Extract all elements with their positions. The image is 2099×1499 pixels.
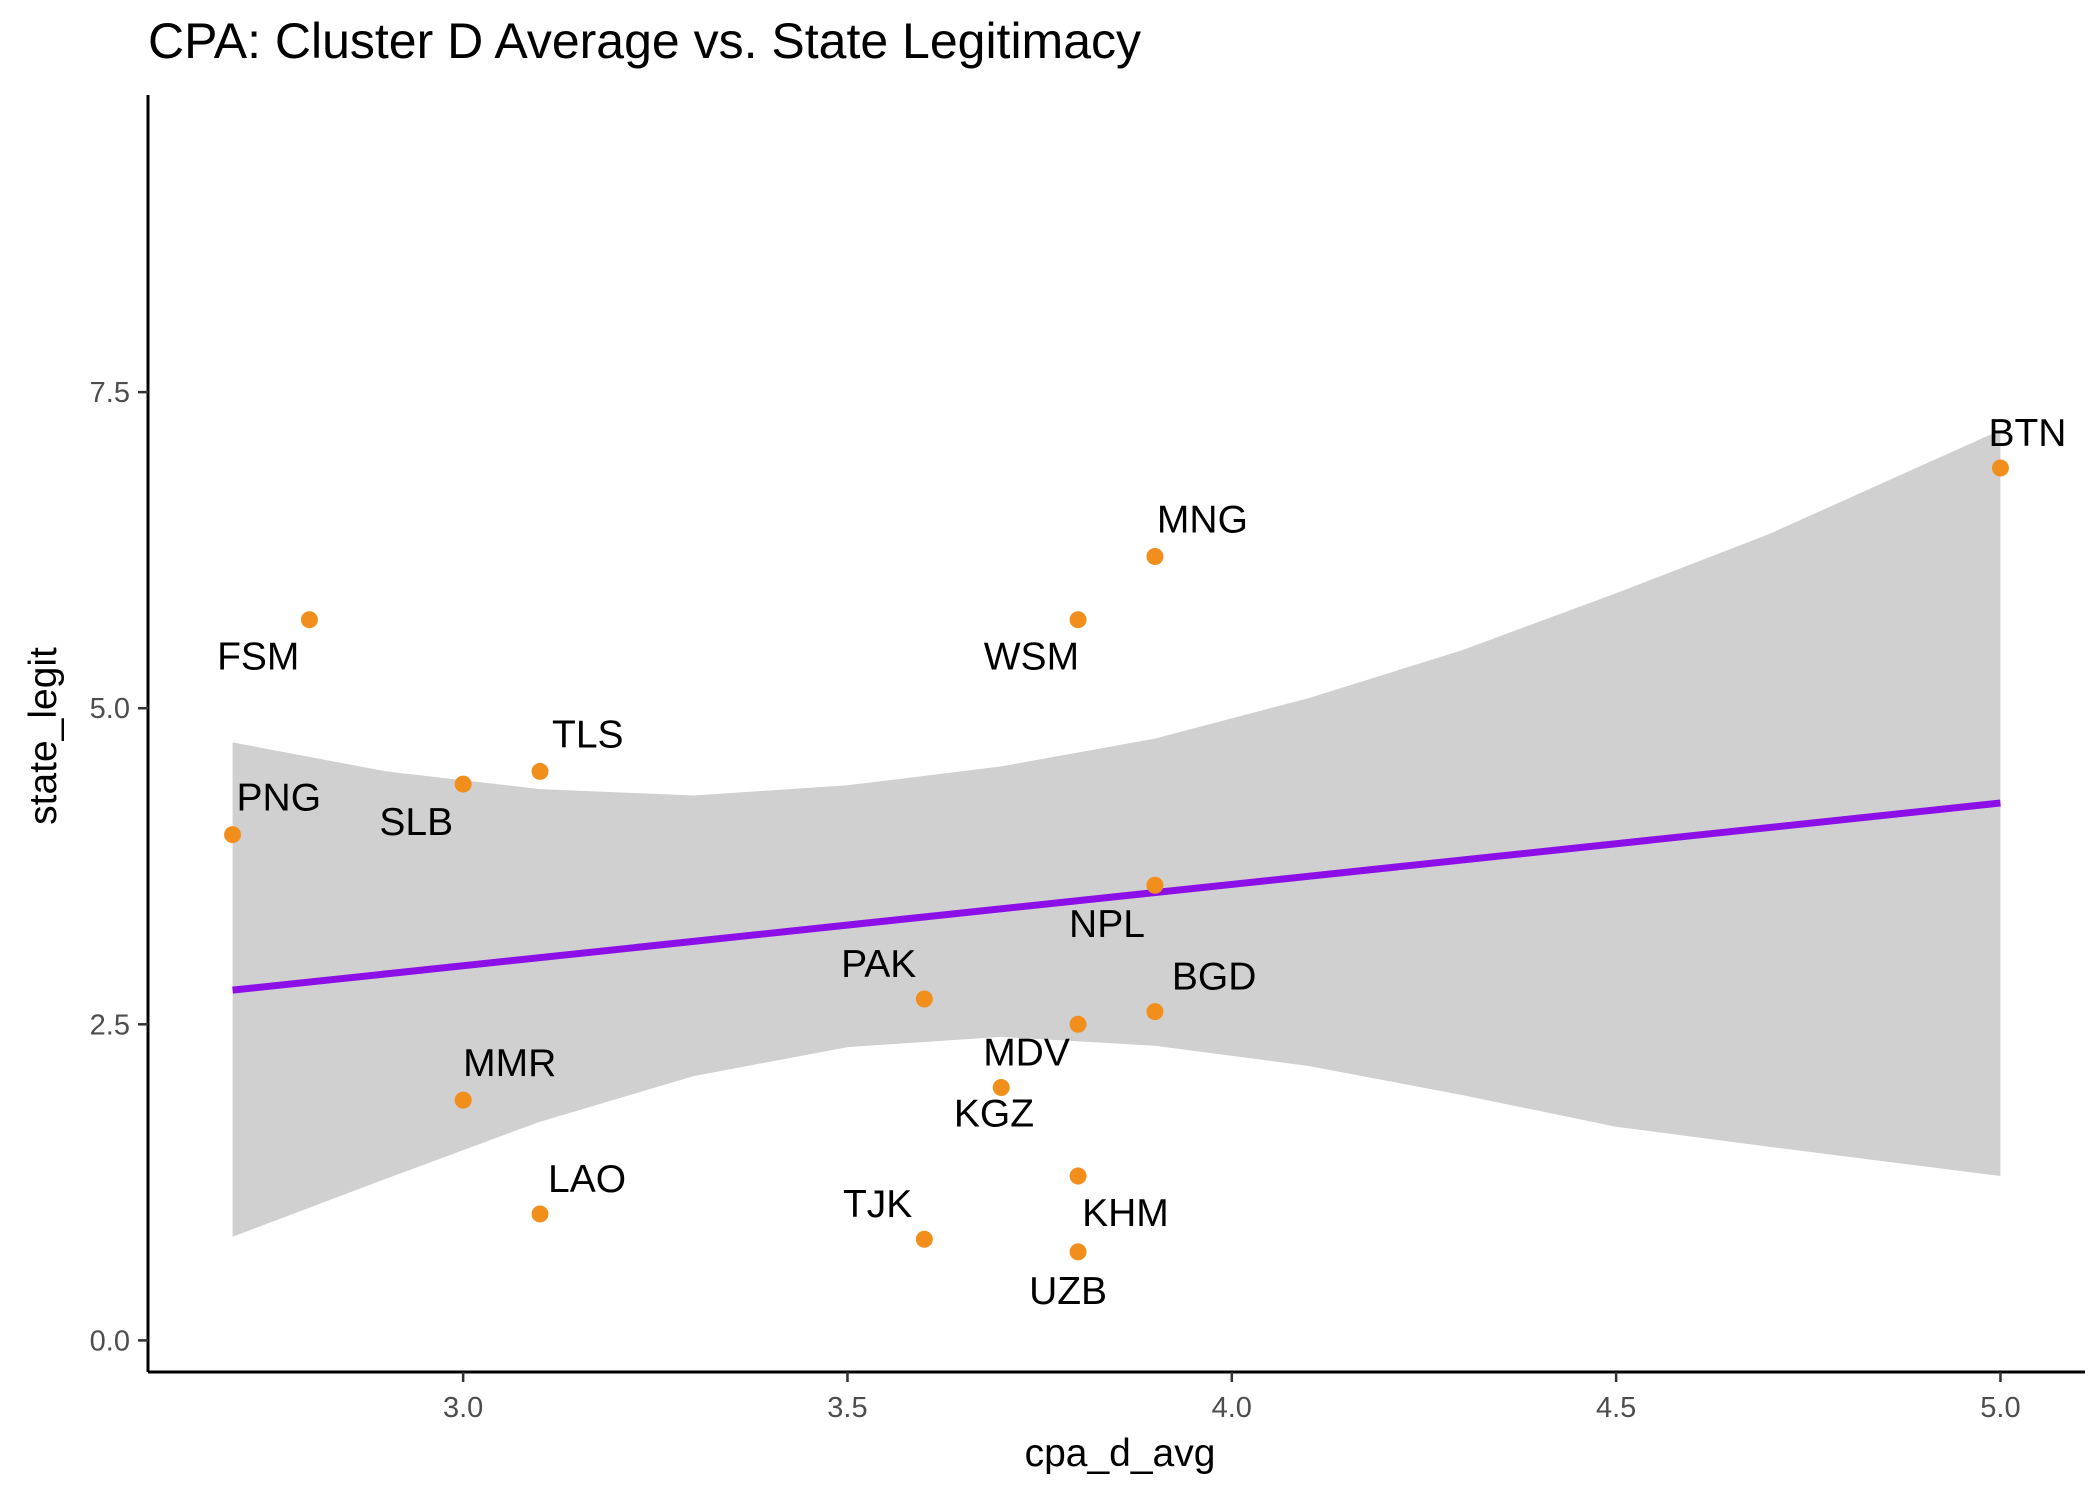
data-point-tjk: [915, 1230, 933, 1248]
x-tick-label: 3.0: [443, 1392, 483, 1424]
data-point-wsm: [1069, 611, 1087, 629]
point-label-khm: KHM: [1082, 1192, 1169, 1235]
point-label-mmr: MMR: [463, 1042, 556, 1085]
data-point-lao: [531, 1205, 549, 1223]
point-label-mdv: MDV: [983, 1032, 1070, 1075]
x-tick-label: 5.0: [1980, 1392, 2020, 1424]
point-label-lao: LAO: [548, 1158, 626, 1201]
point-label-mng: MNG: [1157, 498, 1248, 541]
point-label-uzb: UZB: [1029, 1270, 1107, 1313]
confidence-band-layer: [232, 430, 2001, 1237]
chart-title: CPA: Cluster D Average vs. State Legitim…: [148, 13, 1141, 69]
fit-line-layer: [232, 799, 2001, 994]
data-point-mng: [1146, 547, 1164, 565]
point-label-tls: TLS: [552, 713, 624, 756]
data-point-slb: [454, 775, 472, 793]
y-tick-label: 2.5: [90, 1009, 130, 1041]
data-point-uzb: [1069, 1243, 1087, 1261]
y-tick-label: 0.0: [90, 1325, 130, 1357]
data-point-pak: [915, 990, 933, 1008]
x-tick-label: 4.5: [1596, 1392, 1636, 1424]
point-label-pak: PAK: [841, 943, 916, 986]
data-point-btn: [1991, 459, 2009, 477]
point-label-npl: NPL: [1069, 903, 1145, 946]
point-label-wsm: WSM: [984, 636, 1079, 679]
data-point-png: [224, 826, 242, 844]
fit-line: [232, 799, 2001, 994]
point-label-png: PNG: [237, 777, 322, 820]
point-labels-layer: BTN MNG FSM WSM TLS SLB PNG NPL PAK BGD KGZ MDV MMR K…: [217, 412, 2066, 1313]
point-label-slb: SLB: [379, 801, 453, 844]
point-label-kgz: KGZ: [954, 1092, 1034, 1135]
data-point-mdv: [992, 1079, 1010, 1097]
data-point-mmr: [454, 1091, 472, 1109]
y-tick-label: 7.5: [90, 377, 130, 409]
x-tick-label: 4.0: [1212, 1392, 1252, 1424]
data-point-khm: [1069, 1167, 1087, 1185]
point-label-btn: BTN: [1988, 412, 2066, 455]
y-axis-title: state_legit: [22, 647, 65, 825]
x-axis-title: cpa_d_avg: [1025, 1432, 1216, 1475]
data-point-npl: [1146, 876, 1164, 894]
data-point-fsm: [300, 611, 318, 629]
y-tick-label: 5.0: [90, 693, 130, 725]
point-label-bgd: BGD: [1172, 956, 1257, 999]
point-label-tjk: TJK: [843, 1183, 912, 1226]
data-point-kgz: [1069, 1015, 1087, 1033]
data-point-tls: [531, 762, 549, 780]
axes-layer: 3.0 3.5 4.0 4.5 5.0 0.0 2.5 5.0 7.5: [90, 95, 2085, 1424]
x-tick-label: 3.5: [827, 1392, 867, 1424]
points-layer: [224, 459, 2009, 1261]
point-label-fsm: FSM: [217, 636, 299, 679]
data-point-bgd: [1146, 1003, 1164, 1021]
confidence-band: [232, 430, 2001, 1237]
